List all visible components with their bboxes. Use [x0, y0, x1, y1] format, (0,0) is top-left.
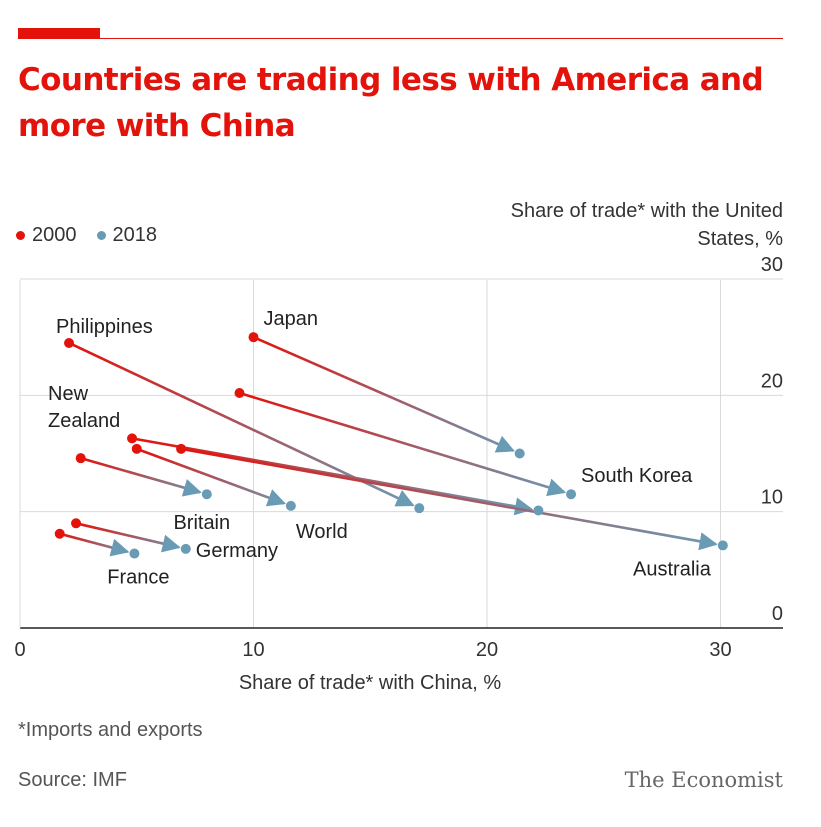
x-axis-title: Share of trade* with China, %: [239, 672, 502, 694]
label-japan: Japan: [264, 308, 319, 330]
point-2000-5: [131, 443, 142, 454]
y-tick-label-0: 0: [772, 603, 783, 625]
source-note: Source: IMF: [18, 769, 127, 791]
point-2018-1: [414, 503, 425, 514]
point-2018-7: [180, 543, 191, 554]
trend-arrow-8: [59, 532, 130, 557]
label-britain: Britain: [173, 512, 230, 534]
point-2018-5: [285, 500, 296, 511]
legend-item-2018: 2018: [96, 224, 158, 247]
legend-dot-2018: [96, 231, 106, 240]
label-germany: Germany: [196, 540, 278, 562]
point-2000-8: [54, 528, 65, 539]
brand-logo: The Economist: [624, 768, 783, 792]
label-philippines: Philippines: [56, 316, 153, 338]
top-red-tag: [18, 28, 100, 39]
point-2000-3: [127, 433, 138, 444]
point-2000-4: [176, 443, 187, 454]
legend-label-2000: 2000: [32, 224, 77, 246]
point-2018-4: [717, 540, 728, 551]
x-tick-label-10: 10: [242, 639, 264, 661]
trend-arrow-2: [239, 391, 567, 497]
label-australia: Australia: [633, 558, 712, 580]
y-tick-label-30: 30: [761, 254, 783, 276]
point-2018-8: [129, 548, 140, 559]
legend-label-2018: 2018: [112, 224, 158, 246]
point-2000-1: [64, 337, 75, 348]
label-new-zealand-line1: New: [48, 383, 89, 405]
trend-arrow-4: [180, 447, 718, 551]
point-2000-6: [75, 453, 86, 464]
point-2000-0: [248, 332, 259, 343]
legend-item-2000: 2000: [16, 224, 77, 247]
label-new-zealand-line2: Zealand: [48, 410, 120, 432]
trend-arrow-7: [75, 522, 181, 553]
y-tick-label-20: 20: [761, 370, 783, 392]
point-2000-2: [234, 388, 245, 399]
label-world: World: [296, 521, 348, 543]
point-2018-6: [201, 489, 212, 500]
label-south-korea: South Korea: [581, 465, 693, 487]
x-tick-label-0: 0: [14, 639, 25, 661]
point-2000-7: [71, 518, 82, 529]
trend-arrow-6: [80, 456, 202, 497]
trend-arrow-0: [252, 335, 515, 453]
label-france: France: [107, 567, 169, 589]
page-title: Countries are trading less with America …: [18, 62, 764, 144]
x-tick-label-20: 20: [476, 639, 498, 661]
trend-arrow-5: [136, 447, 287, 507]
chart-legend: 2000 2018: [16, 224, 177, 247]
y-tick-label-10: 10: [761, 487, 783, 509]
point-2018-3: [533, 505, 544, 516]
legend-dot-2000: [16, 231, 25, 240]
x-tick-label-30: 30: [709, 639, 731, 661]
trend-arrow-3: [131, 437, 534, 516]
point-2018-2: [566, 489, 577, 500]
y-axis-label: Share of trade* with the United States, …: [510, 200, 783, 250]
point-2018-0: [514, 448, 525, 459]
top-rule: [18, 38, 783, 39]
footnote: *Imports and exports: [18, 719, 203, 741]
